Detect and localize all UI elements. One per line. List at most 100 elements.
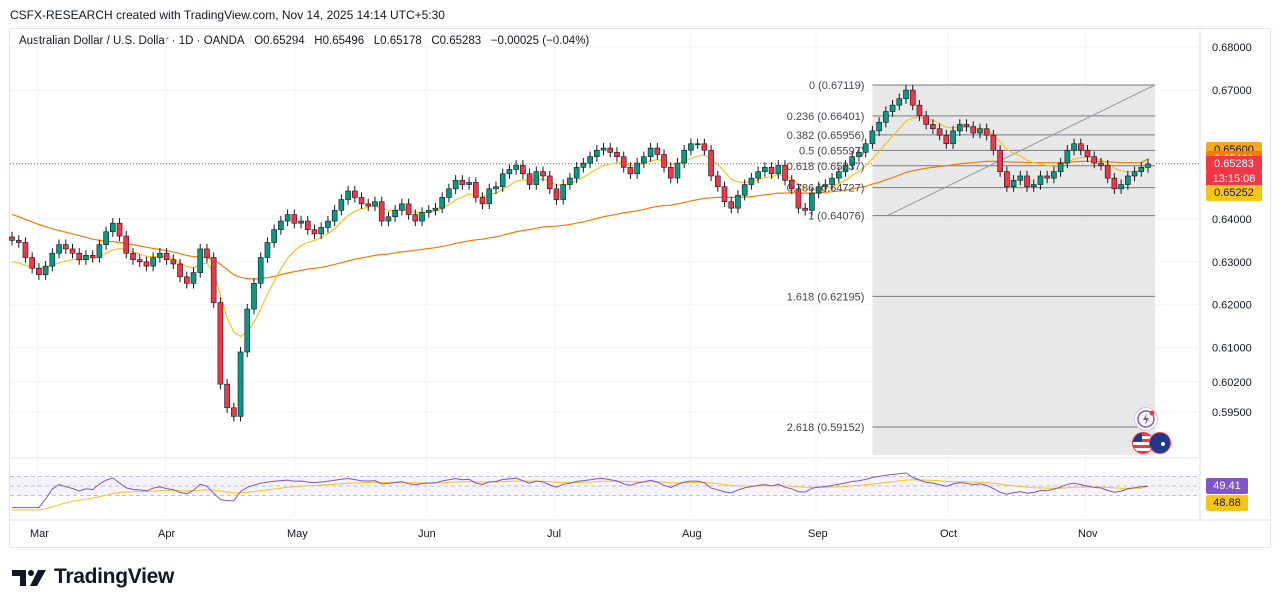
candle-body bbox=[9, 236, 15, 241]
candle-body bbox=[1017, 175, 1024, 181]
price-tick-label: 0.60200 bbox=[1212, 377, 1252, 389]
candle-body bbox=[22, 242, 29, 258]
candle-body bbox=[903, 89, 909, 99]
candle-body bbox=[1125, 175, 1131, 185]
price-tick-label: 0.67000 bbox=[1212, 85, 1252, 97]
candle-body bbox=[446, 188, 452, 198]
candle-body bbox=[520, 164, 526, 175]
candle-body bbox=[345, 190, 351, 200]
candle-body bbox=[977, 128, 983, 134]
candle-body bbox=[594, 149, 600, 157]
candle-body bbox=[970, 126, 977, 134]
candle-body bbox=[237, 351, 244, 417]
candle-body bbox=[1145, 163, 1151, 168]
candle-body bbox=[553, 188, 560, 200]
candle-body bbox=[325, 220, 331, 228]
candle-body bbox=[950, 130, 956, 145]
candle-body bbox=[499, 173, 506, 187]
candle-body bbox=[661, 154, 667, 168]
candle-body bbox=[244, 308, 251, 353]
candle-body bbox=[755, 171, 761, 179]
candle-body bbox=[762, 167, 768, 172]
candle-body bbox=[1071, 143, 1077, 151]
candle-body bbox=[1057, 162, 1064, 172]
candle-body bbox=[1091, 156, 1098, 164]
candle-body bbox=[405, 203, 412, 215]
candle-body bbox=[1077, 143, 1084, 151]
fib-level-label: 1 (0.64076) bbox=[808, 211, 864, 223]
candle-body bbox=[291, 214, 298, 224]
candle-body bbox=[930, 124, 936, 130]
candle-body bbox=[425, 210, 432, 213]
candle-body bbox=[42, 265, 49, 275]
flag-au-icon[interactable] bbox=[1149, 432, 1171, 454]
candle-body bbox=[89, 255, 96, 258]
candle-body bbox=[909, 89, 916, 106]
flag-au-star bbox=[1161, 442, 1165, 446]
candle-body bbox=[674, 162, 681, 179]
candle-body bbox=[372, 201, 378, 207]
candle-body bbox=[1044, 175, 1050, 179]
candle-body bbox=[210, 257, 217, 303]
candle-body bbox=[714, 175, 721, 187]
flag-us-canton bbox=[1133, 433, 1142, 442]
time-tick-label: May bbox=[287, 528, 308, 540]
candle-body bbox=[654, 147, 661, 155]
time-tick-label: Aug bbox=[682, 528, 702, 540]
candle-body bbox=[452, 179, 459, 190]
candle-body bbox=[432, 207, 439, 211]
candle-body bbox=[331, 210, 338, 222]
candle-body bbox=[567, 177, 573, 185]
candle-body bbox=[190, 272, 197, 284]
candle-body bbox=[459, 179, 466, 185]
candle-body bbox=[916, 104, 923, 117]
candle-body bbox=[1104, 164, 1111, 179]
candle-body bbox=[62, 244, 69, 250]
candle-body bbox=[546, 175, 553, 190]
fib-level-label: 0 (0.67119) bbox=[809, 80, 864, 92]
candle-body bbox=[822, 184, 829, 187]
fib-level-label: 0.382 (0.65956) bbox=[787, 130, 865, 142]
lightning-icon[interactable] bbox=[1134, 407, 1158, 431]
candle-body bbox=[365, 203, 372, 207]
candle-body bbox=[56, 244, 62, 254]
candle-body bbox=[136, 259, 143, 263]
candle-body bbox=[1111, 177, 1118, 190]
candle-body bbox=[775, 164, 782, 175]
candle-body bbox=[76, 252, 83, 260]
candle-body bbox=[284, 214, 291, 222]
candle-body bbox=[304, 220, 311, 230]
candle-body bbox=[641, 156, 647, 164]
time-tick-label: Jul bbox=[547, 528, 561, 540]
candle-body bbox=[741, 184, 748, 196]
candle-body bbox=[257, 257, 264, 284]
candle-body bbox=[1004, 171, 1010, 187]
symbol-name[interactable]: Australian Dollar / U.S. Dollar · 1D · O… bbox=[19, 35, 245, 47]
candle-body bbox=[647, 147, 654, 157]
candle-body bbox=[177, 263, 183, 278]
candle-body bbox=[580, 162, 587, 168]
time-tick-label: Nov bbox=[1078, 528, 1098, 540]
tradingview-logo[interactable]: TradingView bbox=[12, 565, 174, 589]
candle-body bbox=[123, 235, 130, 254]
candle-body bbox=[318, 227, 325, 235]
tradingview-mark-icon bbox=[12, 570, 46, 586]
candle-body bbox=[358, 197, 365, 205]
candle-body bbox=[163, 252, 170, 260]
candle-body bbox=[849, 156, 856, 166]
candle-body bbox=[278, 220, 284, 230]
candle-body bbox=[399, 203, 405, 211]
price-badge: 13:15:08 bbox=[1206, 170, 1262, 187]
candle-body bbox=[170, 259, 177, 265]
candle-body bbox=[83, 255, 89, 260]
candle-body bbox=[15, 240, 22, 243]
candle-body bbox=[338, 199, 345, 211]
candle-body bbox=[963, 124, 970, 127]
candle-body bbox=[392, 210, 398, 218]
candle-body bbox=[49, 252, 56, 267]
candle-body bbox=[620, 156, 627, 168]
candle-body bbox=[782, 164, 788, 181]
ohlc-close: C0.65283 bbox=[431, 35, 482, 47]
candle-body bbox=[96, 244, 103, 258]
